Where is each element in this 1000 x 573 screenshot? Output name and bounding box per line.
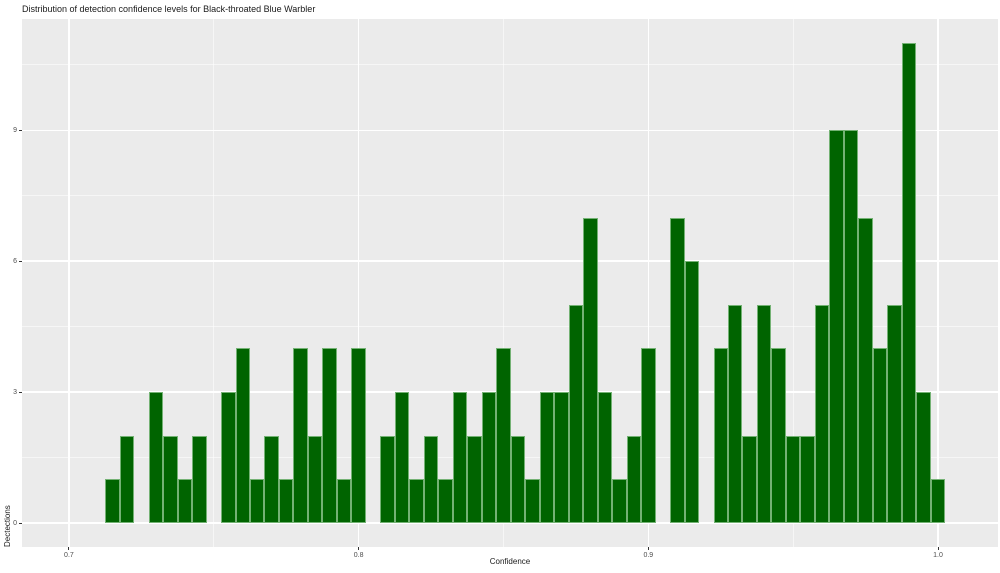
histogram-bar (278, 479, 294, 523)
histogram-bar (626, 435, 642, 523)
histogram-bar (452, 392, 468, 523)
x-tick-label: 0.7 (64, 551, 74, 559)
histogram-bar (423, 435, 439, 523)
gridline-major-x (647, 19, 650, 547)
histogram-bar (351, 348, 366, 523)
histogram-bar (307, 435, 323, 523)
histogram-bar (930, 479, 946, 523)
gridline-major-x (937, 19, 939, 547)
histogram-bar (684, 261, 700, 523)
histogram-bar (264, 435, 279, 523)
histogram-bar (525, 479, 540, 523)
chart-title: Distribution of detection confidence lev… (22, 4, 316, 14)
histogram-bar (612, 479, 627, 523)
histogram-bar (438, 479, 453, 523)
gridline-minor-y (22, 195, 998, 197)
histogram-bar (583, 217, 598, 523)
histogram-bar (119, 435, 135, 523)
x-tick-label: 0.8 (353, 551, 364, 559)
histogram-bar (221, 392, 236, 523)
gridline-minor-x (792, 19, 794, 547)
histogram-bar (829, 130, 844, 523)
histogram-bar (814, 304, 830, 523)
histogram-bar (235, 348, 250, 523)
gridline-major-x (357, 19, 360, 547)
histogram-bar (293, 348, 308, 523)
gridline-major-x (68, 19, 70, 547)
histogram-bar (771, 348, 786, 523)
histogram-bar (597, 392, 613, 523)
y-tick-label: 9 (13, 126, 17, 134)
x-tick-mark (358, 547, 360, 550)
histogram-bar (192, 435, 207, 523)
histogram-bar (409, 479, 424, 523)
gridline-major-y (22, 260, 998, 262)
histogram-bar (641, 348, 656, 523)
plot-panel (22, 19, 998, 547)
y-tick-label: 3 (13, 388, 17, 396)
histogram-bar (858, 217, 873, 523)
histogram-bar (872, 348, 888, 523)
histogram-bar (467, 435, 482, 523)
y-tick-mark (19, 129, 22, 131)
histogram-bar (105, 479, 120, 523)
gridline-minor-y (22, 326, 998, 328)
y-tick-mark (19, 260, 22, 262)
x-tick-mark (68, 547, 70, 550)
y-tick-label: 6 (13, 257, 17, 265)
histogram-bar (481, 392, 497, 523)
histogram-bar (568, 304, 584, 523)
histogram-bar (887, 304, 902, 523)
histogram-bar (322, 348, 337, 523)
histogram-bar (336, 479, 352, 523)
gridline-minor-y (22, 64, 998, 66)
x-tick-label: 1.0 (933, 551, 943, 559)
histogram-bar (380, 435, 395, 523)
histogram-bar (249, 479, 265, 523)
gridline-minor-x (213, 19, 215, 547)
x-axis-title: Confidence (489, 557, 531, 566)
gridline-major-y (22, 129, 998, 132)
y-tick-mark (19, 522, 22, 524)
gridline-minor-x (502, 19, 504, 547)
histogram-bar (916, 392, 931, 523)
y-tick-mark (19, 391, 22, 393)
histogram-bar (727, 304, 743, 523)
histogram-bar (539, 392, 555, 523)
histogram-bar (177, 479, 193, 523)
x-tick-mark (647, 547, 649, 550)
histogram-bar (756, 304, 772, 523)
histogram-bar (496, 348, 511, 523)
histogram-bar (148, 392, 164, 523)
y-tick-label: 0 (13, 519, 17, 527)
histogram-bar (554, 392, 569, 523)
histogram-bar (800, 435, 815, 523)
histogram-bar (163, 435, 178, 523)
y-axis-title: Dectections (3, 505, 12, 547)
histogram-bar (901, 43, 917, 523)
histogram-bar (394, 392, 410, 523)
x-tick-label: 0.9 (643, 551, 654, 559)
histogram-bar (713, 348, 728, 523)
x-tick-mark (937, 547, 939, 550)
histogram-bar (785, 435, 801, 523)
histogram-bar (510, 435, 526, 523)
gridline-major-y (22, 522, 998, 524)
histogram-bar (670, 217, 685, 523)
histogram-bar (843, 130, 859, 523)
histogram-bar (742, 435, 757, 523)
